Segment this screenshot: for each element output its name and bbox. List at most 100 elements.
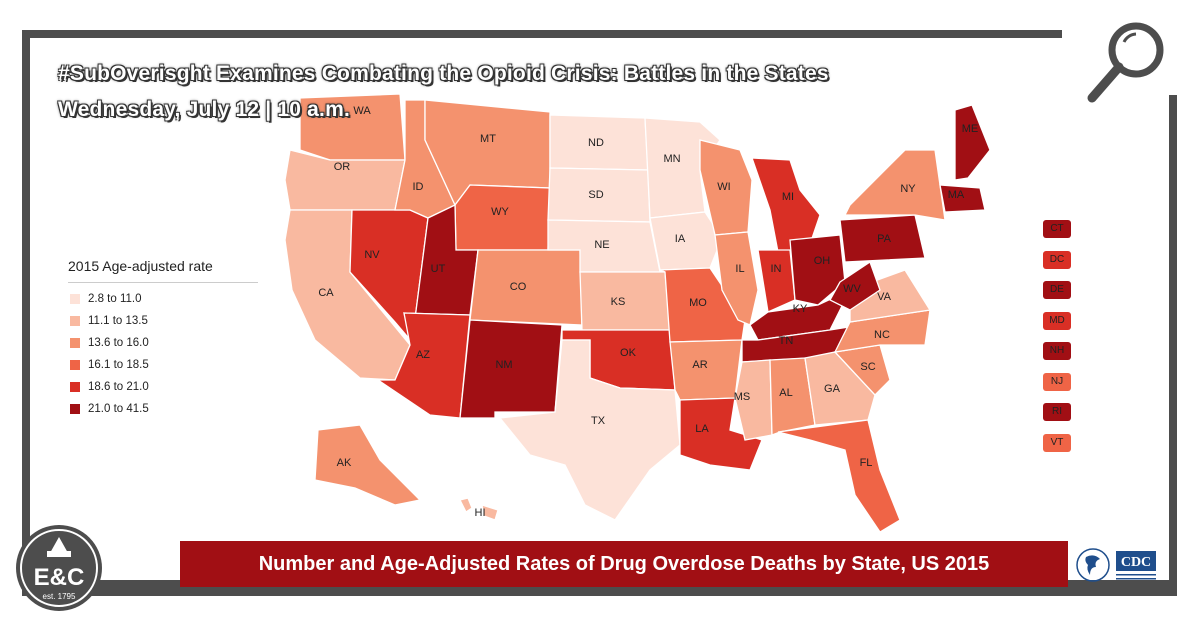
state-label-nd: ND — [588, 137, 604, 149]
state-label-mo: MO — [689, 297, 707, 309]
hhs-eagle-icon — [1076, 548, 1110, 582]
legend-label: 11.1 to 13.5 — [88, 314, 148, 327]
small-state-ct: CT — [1043, 220, 1071, 238]
state-label-va: VA — [877, 291, 892, 303]
state-fl — [777, 419, 901, 533]
state-label-hi: HI — [475, 507, 486, 519]
state-tx — [498, 339, 681, 521]
small-state-nj: NJ — [1043, 372, 1071, 391]
state-label-ar: AR — [692, 359, 707, 371]
small-state-vt: VT — [1043, 433, 1071, 452]
state-label-ut: UT — [431, 263, 446, 275]
state-label-ks: KS — [611, 296, 626, 308]
legend: 2015 Age-adjusted rate 2.8 to 11.0 11.1 t… — [58, 258, 268, 415]
frame-top-border — [22, 30, 1062, 38]
legend-swatch — [70, 337, 80, 348]
state-label-tx: TX — [591, 415, 606, 427]
state-mi — [751, 157, 821, 253]
legend-item: 11.1 to 13.5 — [70, 314, 268, 327]
small-state-nh: NH — [1043, 342, 1071, 360]
ec-logo-text: E&C — [34, 564, 85, 591]
state-label-wv: WV — [843, 283, 861, 295]
state-label-in: IN — [771, 263, 782, 275]
legend-title: 2015 Age-adjusted rate — [68, 258, 258, 283]
state-label-la: LA — [695, 423, 709, 435]
state-hi — [459, 497, 499, 521]
legend-item: 2.8 to 11.0 — [70, 292, 268, 305]
state-label-id: ID — [413, 181, 424, 193]
legend-item: 18.6 to 21.0 — [70, 380, 268, 393]
headline-date: Wednesday, July 12 | 10 a.m. — [58, 98, 351, 121]
legend-item: 16.1 to 18.5 — [70, 358, 268, 371]
state-label-ny: NY — [900, 183, 916, 195]
legend-label: 13.6 to 16.0 — [88, 336, 149, 349]
cdc-logo-text: CDC — [1121, 555, 1151, 570]
state-label-wa: WA — [353, 105, 371, 117]
state-label-az: AZ — [416, 349, 430, 361]
state-label-tn: TN — [779, 335, 794, 347]
state-label-sd: SD — [588, 189, 603, 201]
frame-bottom-border — [22, 588, 1177, 596]
headline-title: #SubOverisght Examines Combating the Opi… — [58, 62, 829, 85]
small-state-dc: DC — [1043, 250, 1071, 269]
state-oh — [789, 234, 846, 306]
state-in — [757, 249, 796, 313]
state-label-ms: MS — [734, 391, 751, 403]
state-label-wi: WI — [717, 181, 730, 193]
legend-swatch — [70, 403, 80, 414]
state-label-mi: MI — [782, 191, 794, 203]
state-ny — [843, 149, 946, 221]
state-nm — [459, 319, 563, 419]
legend-label: 2.8 to 11.0 — [88, 292, 142, 305]
map-caption: Number and Age-Adjusted Rates of Drug Ov… — [180, 541, 1068, 587]
state-label-al: AL — [779, 387, 792, 399]
legend-label: 16.1 to 18.5 — [88, 358, 149, 371]
state-label-nm: NM — [495, 359, 512, 371]
state-ms — [734, 359, 773, 441]
state-label-mt: MT — [480, 133, 496, 145]
state-label-oh: OH — [814, 255, 831, 267]
legend-item: 21.0 to 41.5 — [70, 402, 268, 415]
state-label-ak: AK — [337, 457, 352, 469]
ec-logo: E&C est. 1795 — [16, 525, 102, 611]
small-state-de: DE — [1043, 281, 1071, 299]
state-ak — [314, 424, 422, 506]
legend-swatch — [70, 359, 80, 370]
state-label-nc: NC — [874, 329, 890, 341]
state-label-or: OR — [334, 161, 351, 173]
legend-swatch — [70, 293, 80, 304]
state-label-nv: NV — [364, 249, 380, 261]
state-label-ky: KY — [793, 303, 808, 315]
state-al — [769, 357, 816, 436]
ec-logo-est: est. 1795 — [43, 592, 76, 601]
state-label-ok: OK — [620, 347, 637, 359]
legend-swatch — [70, 381, 80, 392]
legend-label: 21.0 to 41.5 — [88, 402, 149, 415]
state-label-il: IL — [735, 263, 744, 275]
hhs-cdc-logos: CDC — [1076, 548, 1156, 582]
frame-right-border — [1169, 95, 1177, 588]
small-states-list: CT DC DE MD NH NJ RI VT — [1043, 220, 1073, 464]
state-label-ne: NE — [594, 239, 609, 251]
state-label-ma: MA — [948, 189, 965, 201]
state-pa — [839, 214, 926, 263]
state-ma — [939, 184, 986, 213]
legend-label: 18.6 to 21.0 — [88, 380, 149, 393]
state-label-wy: WY — [491, 206, 509, 218]
state-wv — [829, 260, 881, 311]
state-label-me: ME — [962, 123, 979, 135]
magnifier-icon — [1087, 22, 1164, 103]
state-la — [679, 397, 763, 471]
small-state-md: MD — [1043, 311, 1071, 330]
state-label-ia: IA — [675, 233, 686, 245]
state-label-ca: CA — [318, 287, 334, 299]
state-ia — [649, 211, 723, 271]
small-state-ri: RI — [1043, 403, 1071, 421]
state-label-sc: SC — [860, 361, 875, 373]
state-label-pa: PA — [877, 233, 892, 245]
state-ga — [804, 351, 876, 426]
legend-swatch — [70, 315, 80, 326]
state-label-co: CO — [510, 281, 527, 293]
state-label-mn: MN — [663, 153, 680, 165]
